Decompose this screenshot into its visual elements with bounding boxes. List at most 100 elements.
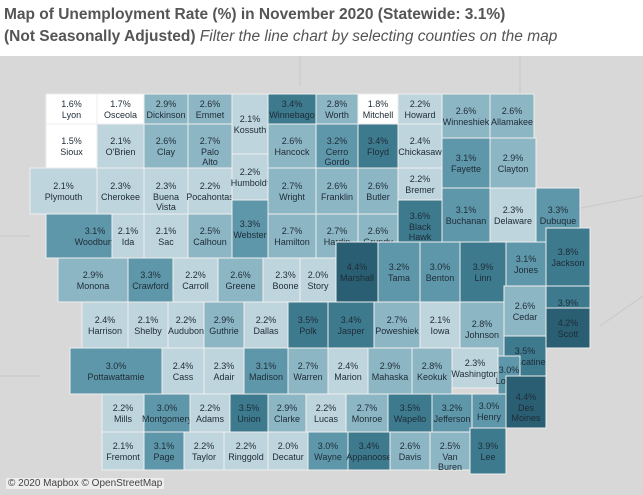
county-fayette[interactable]: 3.1%Fayette (441, 137, 491, 189)
county-shape[interactable] (143, 93, 189, 125)
county-shape[interactable] (267, 123, 317, 169)
county-shape[interactable] (451, 347, 499, 389)
county-butler[interactable]: 2.6%Butler (357, 167, 399, 215)
county-shape[interactable] (505, 241, 547, 287)
county-madison[interactable]: 3.1%Madison (243, 347, 289, 395)
county-shape[interactable] (469, 427, 507, 475)
county-davis[interactable]: 2.6%Davis (389, 431, 431, 471)
county-mitchell[interactable]: 1.8%Mitchell (357, 93, 399, 125)
county-webster[interactable]: 3.3%Webster (231, 199, 269, 259)
county-ida[interactable]: 2.1%Ida (111, 213, 145, 259)
county-buchanan[interactable]: 3.1%Buchanan (441, 187, 491, 243)
iowa-county-map[interactable]: 1.6% Lyon 1.7% Osceola 2.9% Dickinson 2.6% Emme… (0, 56, 643, 495)
county-greene[interactable]: 2.6%Greene (217, 257, 264, 303)
county-shape[interactable] (57, 257, 129, 303)
county-allamakee[interactable]: 2.6%Allamakee (489, 93, 535, 139)
county-montgomery[interactable]: 3.0%Montgomery (142, 393, 193, 433)
county-shape[interactable] (229, 393, 269, 433)
county-shape[interactable] (489, 93, 535, 139)
county-page[interactable]: 3.1%Page (143, 431, 185, 471)
county-pocahontas[interactable]: 2.2%Pocahontas (186, 167, 234, 215)
county-shape[interactable] (419, 301, 461, 349)
county-adair[interactable]: 2.3%Adair (203, 347, 245, 395)
county-shape[interactable] (545, 307, 591, 349)
county-adams[interactable]: 2.2%Adams (189, 393, 231, 433)
county-shape[interactable] (81, 301, 129, 349)
county-cherokee[interactable]: 2.3%Cherokee (96, 167, 145, 215)
county-cass[interactable]: 2.4%Cass (161, 347, 205, 395)
county-shape[interactable] (183, 431, 225, 471)
county-lee[interactable]: 3.9%Lee (469, 427, 507, 475)
county-crawford[interactable]: 3.3%Crawford (127, 257, 174, 303)
county-warren[interactable]: 2.7%Warren (287, 347, 329, 395)
county-shape[interactable] (545, 227, 591, 287)
county-shape[interactable] (143, 213, 189, 259)
county-shape[interactable] (327, 301, 375, 349)
county-clayton[interactable]: 2.9%Clayton (489, 137, 537, 189)
county-jones[interactable]: 3.1%Jones (505, 241, 547, 287)
county-winneshiek[interactable]: 2.6%Winneshiek (441, 93, 491, 139)
county-taylor[interactable]: 2.2%Taylor (183, 431, 225, 471)
county-hancock[interactable]: 2.6%Hancock (267, 123, 317, 169)
county-shape[interactable] (373, 301, 421, 349)
county-audubon[interactable]: 2.2%Audubon (167, 301, 205, 349)
county-humboldt[interactable]: 2.2%Humboldt (231, 153, 270, 201)
county-shape[interactable] (299, 257, 337, 303)
county-clarke[interactable]: 2.9%Clarke (267, 393, 307, 433)
county-marion[interactable]: 2.4%Marion (327, 347, 369, 395)
county-mahaska[interactable]: 2.9%Mahaska (367, 347, 413, 395)
county-sac[interactable]: 2.1%Sac (143, 213, 189, 259)
county-shape[interactable] (287, 301, 329, 349)
county-shape[interactable] (387, 393, 433, 433)
county-chickasaw[interactable]: 2.4%Chickasaw (397, 123, 443, 169)
county-shape[interactable] (143, 167, 189, 215)
county-guthrie[interactable]: 2.9%Guthrie (203, 301, 245, 349)
county-jackson[interactable]: 3.8%Jackson (545, 227, 591, 287)
county-mills[interactable]: 2.2%Mills (101, 393, 145, 433)
county-appanoose[interactable]: 3.4%Appanoose (346, 431, 392, 471)
county-shape[interactable] (45, 123, 98, 169)
county-jefferson[interactable]: 3.2%Jefferson (431, 393, 473, 433)
county-shape[interactable] (267, 167, 317, 215)
county-shape[interactable] (187, 167, 233, 215)
county-shape[interactable] (327, 347, 369, 395)
county-shape[interactable] (127, 257, 174, 303)
county-union[interactable]: 3.5%Union (229, 393, 269, 433)
county-worth[interactable]: 2.8%Worth (315, 93, 359, 125)
county-shape[interactable] (441, 187, 491, 243)
county-shape[interactable] (307, 431, 349, 471)
county-howard[interactable]: 2.2%Howard (397, 93, 443, 125)
county-wright[interactable]: 2.7%Wright (267, 167, 317, 215)
county-shape[interactable] (429, 431, 471, 471)
map-canvas[interactable]: 1.6%Lyon1.7%Osceola2.9%Dickinson2.6%Emme… (0, 56, 643, 495)
county-scott[interactable]: 4.2%Scott (545, 307, 591, 349)
county-harrison[interactable]: 2.4%Harrison (81, 301, 129, 349)
county-shape[interactable] (441, 137, 491, 189)
county-jasper[interactable]: 3.4%Jasper (327, 301, 375, 349)
county-osceola[interactable]: 1.7%Osceola (96, 93, 145, 125)
county-shape[interactable] (287, 347, 329, 395)
county-shape[interactable] (101, 431, 145, 471)
county-dallas[interactable]: 2.2%Dallas (243, 301, 289, 349)
county-shape[interactable] (459, 301, 505, 357)
county-linn[interactable]: 3.9%Linn (459, 241, 507, 303)
county-shape[interactable] (231, 93, 269, 155)
county-shape[interactable] (419, 241, 461, 303)
county-shape[interactable] (203, 347, 245, 395)
county-shape[interactable] (489, 187, 537, 243)
county-shape[interactable] (96, 123, 145, 169)
county-fremont[interactable]: 2.1%Fremont (101, 431, 145, 471)
county-monona[interactable]: 2.9%Monona (57, 257, 129, 303)
county-shape[interactable] (143, 431, 185, 471)
county-shape[interactable] (217, 257, 264, 303)
county-shape[interactable] (315, 93, 359, 125)
county-shape[interactable] (397, 199, 443, 243)
county-decatur[interactable]: 2.0%Decatur (267, 431, 309, 471)
county-iowa[interactable]: 2.1%Iowa (419, 301, 461, 349)
county-winnebago[interactable]: 3.4%Winnebago (267, 93, 317, 125)
